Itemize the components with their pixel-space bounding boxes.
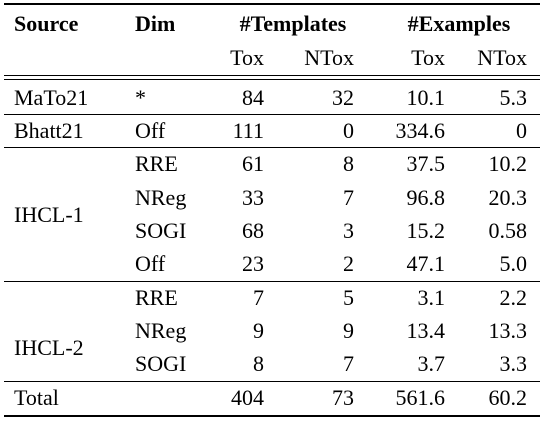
row-rule [4, 114, 540, 115]
row-templates-tox: 61 [242, 151, 264, 176]
row-templates-ntox: 8 [343, 151, 354, 176]
row-examples-ntox: 5.3 [499, 85, 528, 110]
total-examples-ntox: 60.2 [488, 385, 528, 410]
row-templates-ntox: 9 [343, 318, 354, 343]
header-templates-ntox: NTox [304, 45, 354, 70]
row-templates-ntox: 0 [343, 118, 354, 143]
row-templates-ntox: 3 [343, 218, 354, 243]
row-dim: * [135, 85, 146, 110]
row-examples-ntox: 13.3 [488, 318, 528, 343]
row-examples-ntox: 3.3 [499, 351, 528, 376]
row-templates-tox: 84 [242, 85, 264, 110]
row-templates-ntox: 7 [343, 351, 354, 376]
row-examples-ntox: 0.58 [488, 218, 528, 243]
total-templates-ntox: 73 [332, 385, 354, 410]
row-examples-tox: 15.2 [406, 218, 446, 243]
row-dim: NReg [135, 318, 187, 343]
row-templates-tox: 23 [242, 251, 264, 276]
row-templates-tox: 7 [253, 285, 264, 310]
row-examples-ntox: 10.2 [488, 151, 528, 176]
bottom-rule [4, 415, 540, 417]
row-dim: SOGI [135, 351, 187, 376]
row-examples-ntox: 20.3 [488, 185, 528, 210]
row-rule [4, 281, 540, 282]
header-examples: #Examples [407, 11, 511, 36]
header-rule-upper [4, 75, 540, 76]
row-dim: RRE [135, 151, 178, 176]
header-examples-tox: Tox [411, 45, 445, 70]
row-examples-tox: 3.7 [417, 351, 446, 376]
row-examples-ntox: 0 [516, 118, 527, 143]
header-source: Source [14, 11, 79, 36]
total-rule [4, 381, 540, 382]
row-examples-tox: 37.5 [406, 151, 446, 176]
row-examples-ntox: 2.2 [499, 285, 528, 310]
header-templates-tox: Tox [230, 45, 264, 70]
row-examples-tox: 3.1 [417, 285, 446, 310]
results-table: Source Dim #Templates #Examples Tox NTox… [4, 0, 540, 421]
row-templates-tox: 68 [242, 218, 264, 243]
row-templates-ntox: 7 [343, 185, 354, 210]
header-rule-lower [4, 79, 540, 80]
header-examples-ntox: NTox [477, 45, 527, 70]
row-dim: Off [135, 251, 166, 276]
group-source-ihcl-1: IHCL-1 [14, 202, 84, 227]
group-source-ihcl-2: IHCL-2 [14, 335, 84, 360]
row-dim: SOGI [135, 218, 187, 243]
total-templates-tox: 404 [231, 385, 264, 410]
row-examples-tox: 13.4 [406, 318, 446, 343]
total-label: Total [14, 385, 59, 410]
row-dim: RRE [135, 285, 178, 310]
header-dim: Dim [135, 11, 176, 36]
row-dim: NReg [135, 185, 187, 210]
row-templates-ntox: 5 [343, 285, 354, 310]
row-examples-ntox: 5.0 [499, 251, 528, 276]
row-templates-tox: 9 [253, 318, 264, 343]
row-examples-tox: 96.8 [406, 185, 446, 210]
header-templates: #Templates [239, 11, 347, 36]
top-rule [4, 3, 540, 5]
row-templates-ntox: 2 [343, 251, 354, 276]
row-templates-ntox: 32 [332, 85, 354, 110]
row-dim: Off [135, 118, 166, 143]
row-templates-tox: 111 [232, 118, 264, 143]
row-rule [4, 147, 540, 148]
row-examples-tox: 334.6 [395, 118, 446, 143]
row-source: Bhatt21 [14, 118, 84, 143]
row-source: MaTo21 [14, 85, 89, 110]
total-examples-tox: 561.6 [395, 385, 446, 410]
row-templates-tox: 8 [253, 351, 264, 376]
row-examples-tox: 47.1 [406, 251, 446, 276]
row-templates-tox: 33 [242, 185, 264, 210]
row-examples-tox: 10.1 [406, 85, 446, 110]
